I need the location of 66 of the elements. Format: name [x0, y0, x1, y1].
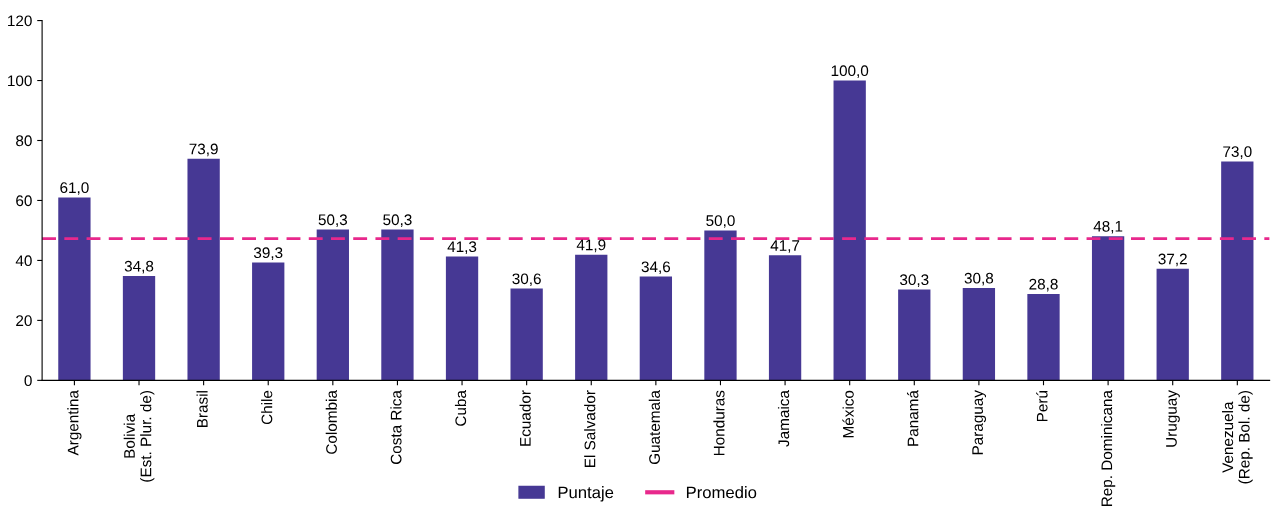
x-tick-label: Jamaica — [777, 390, 790, 447]
bar — [1221, 161, 1254, 381]
data-label: 61,0 — [60, 182, 89, 195]
x-tick-label: Colombia — [325, 390, 337, 454]
x-tick-label: Paraguay — [972, 390, 987, 455]
data-label: 30,6 — [512, 273, 541, 287]
legend-label: Puntaje — [558, 486, 614, 502]
x-tick-label: Guatemala — [648, 390, 660, 465]
x-tick-label: Costa Rica — [390, 390, 402, 465]
data-label: 41,9 — [576, 239, 606, 253]
x-tick-label: Brasil — [196, 391, 208, 428]
bar — [639, 276, 673, 381]
bar — [187, 158, 220, 381]
x-tick-label: Argentina — [67, 390, 82, 456]
bar — [704, 230, 737, 381]
bar — [833, 80, 866, 381]
data-label: 41,7 — [770, 240, 800, 253]
x-tick-label: Venezuela (Rep. Bol. de) — [1221, 391, 1253, 484]
data-label: 30,8 — [964, 272, 994, 286]
y-tick-label: 100 — [8, 75, 32, 87]
data-label: 28,8 — [1029, 278, 1058, 292]
bar — [316, 229, 349, 381]
x-tick-label: Honduras — [713, 390, 725, 456]
bar — [252, 262, 285, 381]
x-tick-label: México — [842, 390, 854, 438]
bar — [1027, 294, 1060, 381]
y-tick-label: 80 — [16, 135, 32, 147]
data-label: 34,8 — [124, 260, 154, 274]
y-tick-label: 120 — [8, 15, 32, 27]
bar — [510, 288, 543, 381]
data-label: 48,1 — [1093, 220, 1123, 234]
bar — [1156, 268, 1189, 381]
y-tick-label: 60 — [16, 195, 32, 207]
x-tick-label: Ecuador — [519, 390, 531, 446]
bar — [962, 288, 996, 381]
data-label: 73,9 — [189, 143, 218, 157]
data-label: 39,3 — [253, 247, 283, 260]
x-tick-label: Panamá — [906, 390, 919, 446]
x-tick-label: Cuba — [454, 390, 467, 426]
bar — [768, 255, 802, 381]
y-tick-label: 0 — [24, 375, 32, 387]
x-tick-label: Chile — [261, 390, 273, 425]
bar — [575, 254, 608, 381]
bar — [1091, 236, 1125, 381]
data-label: 37,2 — [1158, 253, 1187, 267]
legend-label: Promedio — [686, 486, 757, 499]
data-label: 34,6 — [641, 261, 671, 275]
data-label: 50,0 — [706, 215, 735, 228]
x-tick-label: Rep. Dominicana — [1100, 390, 1116, 507]
x-tick-label: El Salvador — [584, 390, 596, 467]
bar — [381, 229, 414, 381]
data-label: 30,3 — [900, 274, 929, 287]
bar — [58, 197, 91, 381]
data-label: 41,3 — [447, 241, 477, 254]
data-label: 50,3 — [383, 214, 412, 227]
x-tick-label: Uruguay — [1166, 390, 1180, 447]
x-tick-label: Bolivia (Est. Plur. de) — [123, 391, 155, 482]
y-tick-label: 40 — [15, 255, 32, 267]
data-label: 50,3 — [318, 214, 348, 227]
bar — [122, 276, 156, 381]
y-tick-label: 20 — [16, 315, 32, 327]
data-label: 73,0 — [1223, 146, 1252, 159]
x-tick-label: Perú — [1036, 391, 1048, 422]
bar — [898, 289, 931, 381]
bar — [445, 256, 479, 381]
data-label: 100,0 — [831, 65, 869, 78]
